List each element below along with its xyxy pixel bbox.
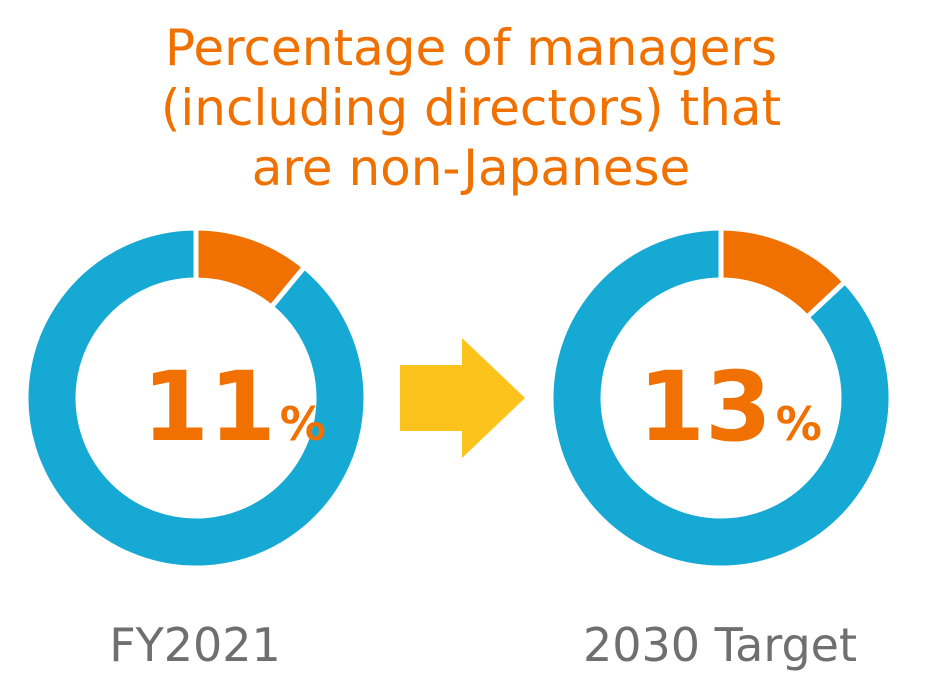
- donut-slice-remainder-fy2021: [23, 225, 369, 571]
- period-label-fy2021: FY2021: [109, 618, 281, 672]
- unit-2030-target: %: [776, 397, 822, 451]
- donut-2030-target: [548, 225, 894, 571]
- value-fy2021: 11: [142, 351, 276, 463]
- chart-title: Percentage of managers (including direct…: [0, 18, 942, 198]
- donut-slice-remainder-2030-target: [548, 225, 894, 571]
- center-value-fy2021: 11%: [142, 351, 326, 463]
- donut-slice-highlight-2030-target: [718, 225, 849, 321]
- unit-fy2021: %: [280, 397, 326, 451]
- donut-slice-highlight-fy2021: [193, 225, 308, 311]
- title-line-2: (including directors) that: [160, 79, 782, 137]
- right-arrow-icon: [400, 338, 525, 458]
- title-line-1: Percentage of managers: [164, 19, 778, 77]
- donut-fy2021: [23, 225, 369, 571]
- period-label-2030-target: 2030 Target: [582, 618, 857, 672]
- center-value-2030-target: 13%: [638, 351, 822, 463]
- title-line-3: are non-Japanese: [251, 139, 691, 197]
- value-2030-target: 13: [638, 351, 772, 463]
